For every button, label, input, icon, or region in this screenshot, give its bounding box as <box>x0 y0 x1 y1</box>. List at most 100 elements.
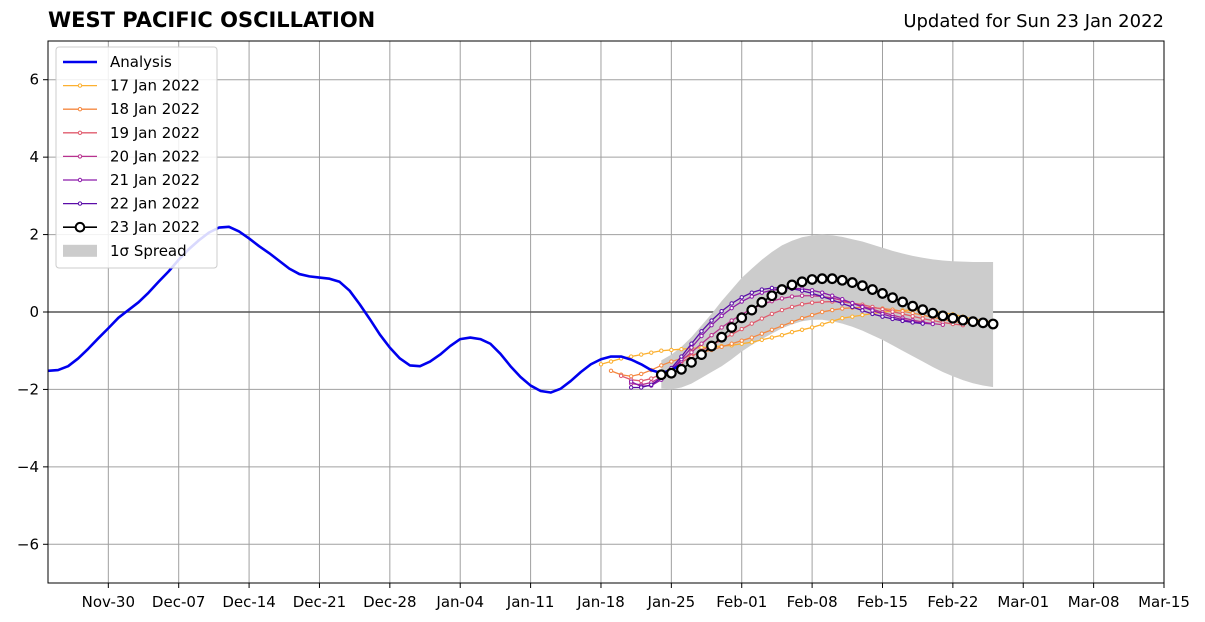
latest-forecast-point <box>736 312 748 324</box>
latest-forecast-point <box>665 367 677 379</box>
forecast-point <box>729 305 734 311</box>
x-tick-label: Feb-08 <box>787 593 838 611</box>
chart-title: WEST PACIFIC OSCILLATION <box>48 8 376 32</box>
forecast-point <box>900 311 905 317</box>
forecast-point <box>679 354 684 359</box>
latest-forecast-point <box>927 307 939 319</box>
x-tick-label: Dec-14 <box>222 593 276 611</box>
legend-label: 19 Jan 2022 <box>110 124 200 142</box>
forecast-point <box>729 318 734 323</box>
latest-forecast-point <box>746 304 758 316</box>
forecast-point <box>920 321 925 326</box>
forecast-point <box>840 315 845 321</box>
forecast-point <box>779 296 785 301</box>
forecast-point <box>729 332 734 337</box>
forecast-point <box>719 309 724 314</box>
forecast-point <box>830 307 835 313</box>
forecast-point <box>669 359 674 364</box>
spread-layer <box>661 234 994 390</box>
forecast-point <box>759 316 765 321</box>
forecast-point <box>638 352 644 357</box>
latest-forecast-point <box>696 349 707 360</box>
forecast-point <box>779 323 785 329</box>
forecast-point <box>910 314 915 319</box>
forecast-point <box>608 368 614 374</box>
forecast-point <box>749 321 754 326</box>
forecast-point <box>618 373 624 379</box>
forecast-point <box>638 378 644 384</box>
latest-forecast-point <box>867 284 878 295</box>
forecast-point <box>679 346 684 352</box>
legend-label: 18 Jan 2022 <box>110 100 200 118</box>
forecast-point <box>880 314 885 319</box>
forecast-point <box>850 300 855 306</box>
forecast-point <box>840 306 845 311</box>
latest-forecast-point <box>655 369 667 381</box>
latest-forecast-point <box>967 316 979 328</box>
forecast-point <box>638 385 644 390</box>
forecast-point <box>729 301 734 306</box>
x-tick-label: Dec-28 <box>363 593 417 611</box>
forecast-point <box>709 333 714 338</box>
latest-forecast-point <box>796 276 808 288</box>
forecast-point <box>659 348 664 353</box>
x-tick-label: Jan-25 <box>647 593 696 611</box>
legend-marker <box>77 83 83 88</box>
forecast-point <box>739 338 744 343</box>
forecast-point <box>739 326 744 332</box>
forecast-point <box>628 374 634 379</box>
forecast-point <box>769 327 775 333</box>
forecast-point <box>789 329 795 335</box>
forecast-point <box>789 319 795 325</box>
legend: Analysis 17 Jan 2022 18 Jan 2022 19 Jan 202… <box>55 46 218 269</box>
y-tick-label: 6 <box>29 71 39 89</box>
legend-label: 20 Jan 2022 <box>110 147 200 165</box>
x-tick-label: Feb-15 <box>857 593 908 611</box>
forecast-point <box>769 285 775 291</box>
forecast-point <box>940 322 946 327</box>
forecast-point <box>819 299 825 305</box>
latest-forecast-point <box>856 280 868 292</box>
x-tick-label: Jan-18 <box>576 593 625 611</box>
forecast-point <box>699 341 704 346</box>
analysis-line <box>47 225 683 394</box>
forecast-point <box>930 321 935 327</box>
latest-forecast-point <box>806 274 818 285</box>
forecast-point <box>749 335 754 340</box>
forecast-point <box>608 359 614 364</box>
forecast-point <box>669 347 674 353</box>
latest-forecast-point <box>957 314 969 326</box>
forecast-point <box>799 288 805 293</box>
forecast-point <box>628 385 634 390</box>
y-tick-label: −6 <box>17 535 39 553</box>
forecast-point <box>819 309 825 315</box>
forecast-point <box>840 297 845 302</box>
forecast-point <box>779 307 785 313</box>
forecast-point <box>910 320 915 325</box>
legend-marker <box>77 177 83 183</box>
forecast-point <box>729 341 734 346</box>
axes: Nov-30 Dec-07 Dec-14 Dec-21 Dec-28 Jan-04 Jan-… <box>17 40 1190 611</box>
forecast-point <box>739 295 744 300</box>
forecast-point <box>769 311 775 317</box>
forecast-point <box>769 335 775 340</box>
legend-marker <box>74 221 86 233</box>
forecast-point <box>920 316 925 321</box>
forecast-point <box>840 301 845 306</box>
latest-forecast-point <box>987 318 999 330</box>
legend-box <box>55 46 218 269</box>
x-tick-label: Mar-08 <box>1068 593 1120 611</box>
legend-marker <box>77 107 83 112</box>
x-tick-label: Mar-15 <box>1138 593 1190 611</box>
plot-frame <box>47 40 1165 584</box>
x-tick-label: Dec-07 <box>152 593 206 611</box>
legend-marker <box>77 130 83 136</box>
y-tick-label: −2 <box>17 380 39 398</box>
forecast-point <box>779 333 785 338</box>
forecast-point <box>649 382 654 387</box>
latest-forecast-point <box>726 322 738 333</box>
forecast-point <box>628 379 634 384</box>
latest-forecast-point <box>826 273 838 285</box>
latest-forecast-point <box>947 312 959 324</box>
forecast-point <box>860 308 865 313</box>
